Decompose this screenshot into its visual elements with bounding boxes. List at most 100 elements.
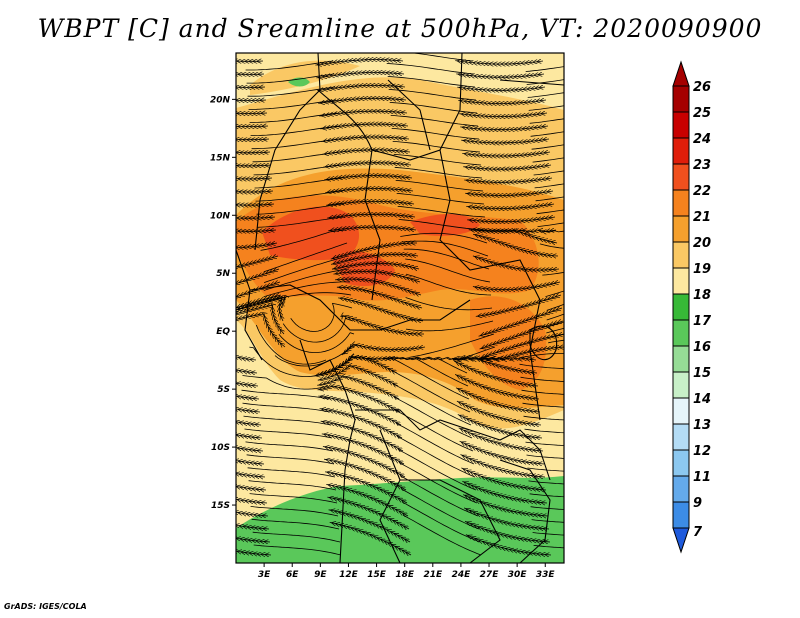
lon-tick-label: 33E (536, 570, 556, 580)
colorbar-swatch (672, 449, 690, 477)
streamline (545, 290, 564, 297)
colorbar-swatch (672, 345, 690, 373)
streamline (387, 356, 469, 387)
streamline (529, 118, 564, 124)
streamline (533, 170, 564, 176)
streamline (251, 518, 340, 530)
border-line (499, 79, 564, 86)
border-line (439, 149, 541, 421)
lon-tick-label: 15E (367, 570, 387, 580)
streamline (317, 85, 406, 90)
colorbar-swatch (672, 241, 690, 269)
colorbar-swatch (672, 137, 690, 165)
streamline (250, 506, 339, 517)
colorbar-label: 14 (693, 392, 711, 407)
streamline (315, 60, 404, 66)
lat-tick-label: 20N (210, 95, 231, 105)
colorbar-swatch (672, 475, 690, 503)
streamline (236, 173, 273, 179)
lon-tick-label: 24E (452, 570, 472, 580)
streamline (342, 316, 424, 335)
field-level-23-region (262, 206, 480, 287)
streamline (249, 493, 338, 504)
lat-tick-label: 5N (216, 269, 230, 279)
colorbar-label: 7 (693, 525, 703, 540)
streamline (392, 370, 471, 413)
colorbar-label: 25 (693, 106, 711, 121)
streamline (533, 545, 564, 549)
border-line (317, 89, 381, 301)
streamline (290, 302, 353, 332)
streamline (236, 256, 279, 272)
colorbar-label: 24 (693, 132, 711, 147)
streamline (457, 87, 546, 90)
colorbar-label: 13 (693, 418, 711, 433)
streamline (322, 150, 411, 155)
streamline (466, 204, 555, 209)
streamline (546, 303, 564, 311)
border-line (387, 79, 431, 151)
colorbar-swatch (672, 371, 690, 399)
colorbar-over-triangle (672, 60, 690, 87)
colorbar-swatch (672, 293, 690, 321)
streamline (537, 222, 564, 227)
streamline (236, 54, 264, 62)
lat-tick-label: 10S (211, 443, 230, 453)
colorbar-swatch (672, 319, 690, 347)
lat-tick-label: 15S (211, 501, 230, 511)
colorbar-swatch (672, 423, 690, 451)
lon-tick-label: 27E (480, 570, 500, 580)
streamline (255, 324, 327, 365)
streamline (278, 332, 355, 353)
streamline (236, 107, 268, 114)
longitude-axis: 3E 6E 9E 12E 15E 18E 21E 24E 27E 30E 33E (258, 563, 556, 580)
lat-tick-label: 15N (210, 153, 231, 163)
streamline (531, 519, 564, 523)
colorbar-label: 22 (693, 184, 711, 199)
colorbar-label: 18 (693, 288, 711, 303)
colorbar-swatch (672, 267, 690, 295)
streamline (460, 126, 549, 130)
streamline (325, 189, 414, 193)
colorbar-swatch (672, 397, 690, 425)
streamline (316, 73, 405, 78)
lat-tick-label: 5S (217, 385, 230, 395)
streamline (236, 80, 266, 87)
colorbar: 26 25 24 23 22 21 20 19 18 17 16 15 14 13 12 11 9 7 (672, 60, 712, 554)
streamline (455, 61, 544, 65)
streamline (236, 226, 277, 232)
streamline (472, 282, 561, 290)
streamline (464, 178, 553, 182)
streamline (527, 92, 564, 98)
lon-tick-label: 18E (395, 570, 415, 580)
border-line (400, 479, 501, 563)
lake-outline (529, 325, 558, 361)
streamline (236, 212, 276, 218)
streamline (253, 544, 342, 556)
border-line (299, 339, 356, 563)
streamline (236, 133, 270, 140)
colorbar-swatch (672, 501, 690, 529)
streamline (531, 144, 564, 150)
streamline (472, 234, 559, 256)
streamline (535, 196, 564, 202)
border-line (254, 53, 321, 251)
streamline (252, 531, 341, 543)
colorbar-label: 26 (693, 80, 711, 95)
streamline (328, 227, 417, 231)
colorbar-label: 20 (693, 236, 711, 251)
lon-tick-label: 9E (314, 570, 327, 580)
streamline (532, 532, 564, 536)
chart-title: WBPT [C] and Sreamline at 500hPa, VT: 20… (37, 14, 763, 43)
streamline (462, 152, 551, 156)
latitude-axis: 20N 15N 10N 5N EQ 5S 10S 15S (210, 95, 236, 511)
border-line (249, 284, 471, 331)
streamline (405, 273, 492, 296)
colorbar-label: 21 (693, 210, 711, 225)
streamline (528, 105, 564, 111)
colorbar-label: 9 (693, 496, 702, 511)
streamline (472, 256, 560, 270)
streamline (458, 100, 547, 104)
streamline (465, 191, 554, 195)
